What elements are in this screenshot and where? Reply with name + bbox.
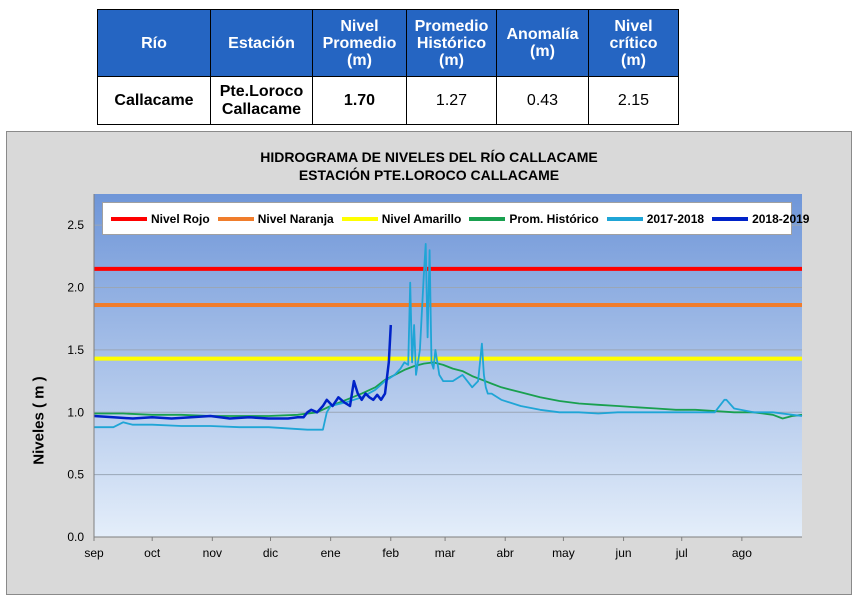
legend-label: Nivel Naranja xyxy=(257,211,334,226)
cell-estacion: Pte.Loroco Callacame xyxy=(210,76,313,125)
x-tick-label: mar xyxy=(435,546,456,560)
summary-header-row: Río Estación Nivel Promedio (m) Promedio… xyxy=(97,9,679,77)
x-tick-label: feb xyxy=(382,546,399,560)
legend-swatch xyxy=(469,216,506,221)
y-tick-label: 1.5 xyxy=(67,343,84,357)
cell-promedio-historico: 1.27 xyxy=(406,76,497,125)
cell-nivel-critico: 2.15 xyxy=(588,76,679,125)
x-tick-label: jun xyxy=(615,546,632,560)
legend-label: Prom. Histórico xyxy=(509,211,599,226)
x-tick-label: oct xyxy=(144,546,161,560)
series-line xyxy=(93,324,393,420)
legend-swatch xyxy=(111,216,147,221)
y-tick-label: 2.0 xyxy=(67,281,84,295)
x-tick-label: ene xyxy=(321,546,341,560)
summary-table: Río Estación Nivel Promedio (m) Promedio… xyxy=(97,9,679,125)
chart-title: HIDROGRAMA DE NIVELES DEL RÍO CALLACAME xyxy=(260,149,598,165)
legend-label: 2017-2018 xyxy=(646,211,705,226)
chart-panel: HIDROGRAMA DE NIVELES DEL RÍO CALLACAME … xyxy=(6,131,852,595)
header-nivel-critico: Nivel crítico (m) xyxy=(588,9,679,77)
y-tick-label: 0.5 xyxy=(67,468,84,482)
y-tick-label: 0.0 xyxy=(67,530,84,544)
legend-swatch xyxy=(606,216,643,221)
axes: 0.0 0.5 1.0 1.5 2.0 2.5 sep oct nov dic ene feb mar a… xyxy=(67,194,802,560)
chart-subtitle: ESTACIÓN PTE.LOROCO CALLACAME xyxy=(298,167,560,183)
legend-item: Nivel Amarillo xyxy=(341,211,462,226)
legend-item: Prom. Histórico xyxy=(469,211,599,226)
legend-label: 2018-2019 xyxy=(752,211,810,226)
series-lines xyxy=(93,243,803,431)
y-axis-label: Niveles ( m ) xyxy=(30,376,48,465)
x-tick-label: abr xyxy=(497,546,514,560)
legend-swatch xyxy=(217,216,254,221)
cell-rio: Callacame xyxy=(97,76,211,125)
x-tick-label: nov xyxy=(203,546,222,560)
series-line xyxy=(94,243,803,431)
x-tick-label: dic xyxy=(263,546,278,560)
legend-swatch xyxy=(341,216,378,221)
header-estacion: Estación xyxy=(210,9,313,77)
header-nivel-promedio: Nivel Promedio (m) xyxy=(312,9,407,77)
threshold-lines xyxy=(94,266,802,361)
legend-item: Nivel Rojo xyxy=(111,212,210,226)
legend-item: 2017-2018 xyxy=(606,211,705,226)
x-tick-label: ago xyxy=(732,546,752,560)
header-rio: Río xyxy=(97,9,211,77)
hydrograph-plot: 0.0 0.5 1.0 1.5 2.0 2.5 sep oct nov dic ene feb mar a… xyxy=(67,194,803,560)
x-tick-label: jul xyxy=(675,546,688,560)
plot-area xyxy=(94,194,802,537)
legend-item: Nivel Naranja xyxy=(217,211,334,226)
header-anomalia: Anomalía (m) xyxy=(496,9,589,77)
header-promedio-historico: Promedio Histórico (m) xyxy=(406,9,497,77)
legend-swatch xyxy=(712,216,749,221)
cell-nivel-promedio: 1.70 xyxy=(312,76,407,125)
x-tick-label: sep xyxy=(84,546,104,560)
cell-anomalia: 0.43 xyxy=(496,76,589,125)
series-line xyxy=(94,361,803,420)
legend-item: 2018-2019 xyxy=(712,212,809,226)
chart-legend: Nivel Rojo Nivel Naranja Nivel Amarillo Pro… xyxy=(102,202,809,235)
y-tick-label: 1.0 xyxy=(67,405,84,419)
y-tick-label: 2.5 xyxy=(67,218,84,232)
summary-data-row: Callacame Pte.Loroco Callacame 1.70 1.27… xyxy=(97,76,679,125)
legend-label: Nivel Rojo xyxy=(151,211,210,226)
legend-label: Nivel Amarillo xyxy=(381,211,462,226)
x-tick-label: may xyxy=(552,546,575,560)
